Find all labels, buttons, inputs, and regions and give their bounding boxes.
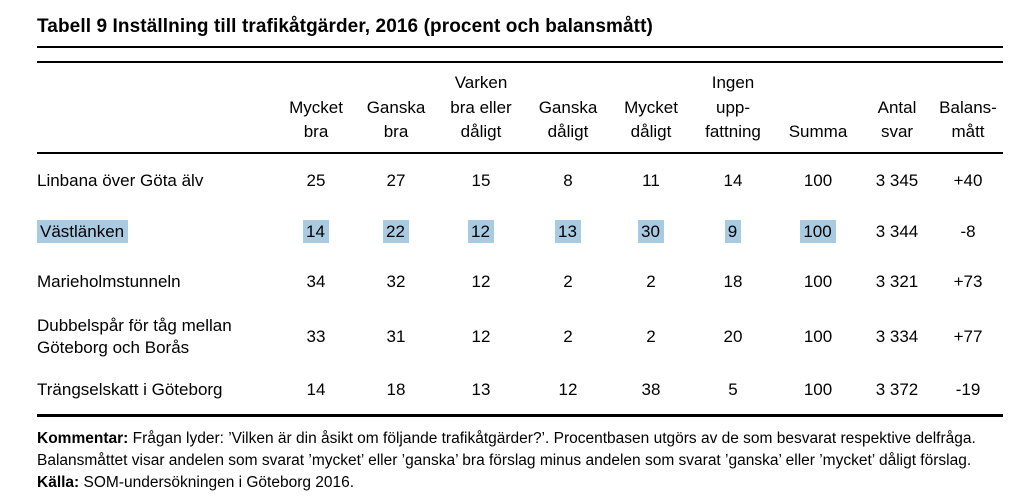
cell: 3 344 <box>875 222 919 242</box>
cell: 2 <box>646 271 656 291</box>
cell: 34 <box>306 271 326 291</box>
cell: +73 <box>953 271 983 291</box>
cell: 100 <box>803 380 833 400</box>
col-header-summa: Summa <box>788 122 848 142</box>
table-title: Tabell 9 Inställning till trafikåtgärder… <box>37 16 653 37</box>
col-header-ganska-daligt: Ganska dåligt <box>538 97 598 142</box>
row-label: Marieholmstunneln <box>37 271 181 291</box>
cell: 12 <box>437 208 525 257</box>
table-row-dubbelspar: Dubbelspår för tåg mellan Göteborg och B… <box>37 307 1003 367</box>
col-header-varken: Varken bra eller dåligt <box>450 73 512 142</box>
cell: 27 <box>386 170 406 190</box>
cell: 30 <box>611 208 691 257</box>
source-text: SOM-undersökningen i Göteborg 2016. <box>83 473 355 491</box>
col-header-mycket-bra: Mycket bra <box>289 97 343 142</box>
cell: 9 <box>691 208 775 257</box>
cell: -8 <box>960 222 976 242</box>
title-divider <box>37 46 1003 48</box>
cell: 2 <box>563 326 573 346</box>
cell: 100 <box>803 326 833 346</box>
cell: +77 <box>953 326 983 346</box>
cell: 15 <box>471 170 491 190</box>
cell: 2 <box>563 271 573 291</box>
cell: 3 372 <box>875 380 919 400</box>
table-row-marieholmstunneln: Marieholmstunneln 34 32 12 2 2 18 100 3 … <box>37 257 1003 307</box>
row-label: Linbana över Göta älv <box>37 170 204 190</box>
cell: 100 <box>775 208 861 257</box>
cell: 8 <box>563 170 573 190</box>
cell: 32 <box>386 271 406 291</box>
row-label: Dubbelspår för tåg mellan Göteborg och B… <box>37 315 232 357</box>
col-header-antal-svar: Antal svar <box>877 97 917 142</box>
cell: +40 <box>953 170 983 190</box>
comment-text: Frågan lyder: ’Vilken är din åsikt om fö… <box>37 429 976 469</box>
cell: 31 <box>386 326 406 346</box>
cell: 14 <box>723 170 743 190</box>
cell: 12 <box>558 380 578 400</box>
row-label-header <box>37 62 277 153</box>
cell: 18 <box>723 271 743 291</box>
cell: 13 <box>525 208 611 257</box>
cell: 18 <box>386 380 406 400</box>
cell: 2 <box>646 326 656 346</box>
attitudes-table: Mycket bra Ganska bra Varken bra eller d… <box>37 61 1003 417</box>
cell: 100 <box>803 170 833 190</box>
table-row-trangselskatt: Trängselskatt i Göteborg 14 18 13 12 38 … <box>37 367 1003 416</box>
cell: 100 <box>803 271 833 291</box>
cell: 12 <box>471 326 491 346</box>
cell: 3 334 <box>875 326 919 346</box>
cell: 3 321 <box>875 271 919 291</box>
source-label: Källa: <box>37 473 80 491</box>
row-label: Västlänken <box>37 208 277 257</box>
col-header-ganska-bra: Ganska bra <box>366 97 426 142</box>
col-header-mycket-daligt: Mycket dåligt <box>624 97 678 142</box>
cell: 3 345 <box>875 170 919 190</box>
col-header-balansmatt: Balans- mått <box>939 97 997 142</box>
cell: 5 <box>728 380 738 400</box>
cell: 25 <box>306 170 326 190</box>
cell: 14 <box>306 380 326 400</box>
cell: 38 <box>641 380 661 400</box>
table-row-vastlanken-highlighted: Västlänken 14 22 12 13 30 9 100 3 344 -8 <box>37 208 1003 257</box>
col-header-ingen-uppfattning: Ingen upp- fattning <box>705 73 761 142</box>
row-label: Trängselskatt i Göteborg <box>37 380 223 400</box>
comment-label: Kommentar: <box>37 429 129 447</box>
table-row-linbana: Linbana över Göta älv 25 27 15 8 11 14 1… <box>37 153 1003 208</box>
header-row: Mycket bra Ganska bra Varken bra eller d… <box>37 62 1003 153</box>
cell: -19 <box>955 380 981 400</box>
cell: 12 <box>471 271 491 291</box>
cell: 14 <box>277 208 355 257</box>
cell: 22 <box>355 208 437 257</box>
cell: 33 <box>306 326 326 346</box>
cell: 13 <box>471 380 491 400</box>
table-comment: Kommentar: Frågan lyder: ’Vilken är din … <box>37 428 989 494</box>
cell: 11 <box>642 170 660 190</box>
cell: 20 <box>723 326 743 346</box>
